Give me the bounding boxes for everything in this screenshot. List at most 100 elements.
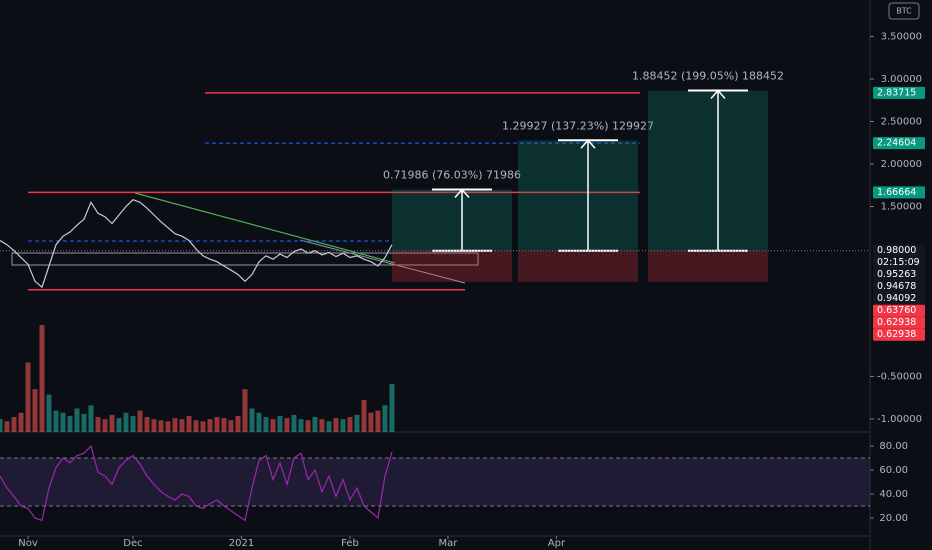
price-label: 2.24604 <box>877 138 916 149</box>
volume-bar <box>305 420 311 432</box>
arrow-head <box>454 188 470 199</box>
volume-bar <box>32 389 38 432</box>
arrow-head <box>580 139 596 149</box>
volume-bar <box>165 421 171 432</box>
volume-bar <box>354 414 360 432</box>
volume-bar <box>256 412 262 432</box>
volume-bar <box>95 417 101 432</box>
volume-bar <box>130 415 136 432</box>
volume-bar <box>151 419 157 432</box>
y-tick-label: 80.00 <box>879 441 908 452</box>
position-label: 1.88452 (199.05%) 188452 <box>632 70 784 83</box>
volume-bar <box>270 419 276 432</box>
price-label-box <box>873 256 925 269</box>
volume-bar <box>319 419 325 432</box>
price-label-box <box>873 328 925 341</box>
volume-bar <box>333 418 339 432</box>
price-label-box <box>873 244 925 257</box>
profit-zone <box>518 140 638 251</box>
volume-bar <box>368 412 374 432</box>
volume-bar <box>0 419 3 432</box>
volume-bar <box>18 412 24 432</box>
volume-bar <box>172 418 178 432</box>
range-box <box>11 252 479 266</box>
price-line <box>0 199 393 289</box>
volume-bar <box>242 389 248 432</box>
volume-bar <box>312 417 318 432</box>
volume-bar <box>228 420 234 432</box>
y-tick-label: 3.50000 <box>881 32 922 43</box>
x-tick-label: Dec <box>123 538 142 549</box>
volume-bar <box>46 394 52 432</box>
volume-bar <box>235 415 241 432</box>
trend-line <box>299 239 466 284</box>
rsi-band <box>0 458 870 506</box>
y-tick-label: 60.00 <box>879 465 908 476</box>
price-label-box <box>873 316 925 329</box>
position-label: 1.29927 (137.23%) 129927 <box>502 119 654 132</box>
volume-bar <box>347 417 353 432</box>
volume-bar <box>11 417 17 432</box>
volume-bar <box>375 410 381 432</box>
y-tick-label: 3.00000 <box>881 74 922 85</box>
symbol: BTC <box>896 7 912 16</box>
symbol-box <box>888 2 920 20</box>
volume-bar <box>53 410 59 432</box>
x-tick-label: 2021 <box>229 538 254 549</box>
price-label-box <box>873 280 925 293</box>
volume-bar <box>389 383 395 432</box>
volume-bar <box>102 419 108 432</box>
price-label: 0.63760 <box>877 305 916 316</box>
volume-bar <box>277 415 283 432</box>
volume-bar <box>200 421 206 432</box>
price-label: 02:15:09 <box>877 257 920 268</box>
price-label-box <box>873 86 925 99</box>
stop-zone <box>518 250 638 282</box>
y-tick-label: 2.50000 <box>881 117 922 128</box>
price-label: 0.95263 <box>877 269 916 280</box>
volume-bar <box>382 405 388 432</box>
volume-bar <box>221 418 227 432</box>
x-tick-label: Nov <box>18 538 38 549</box>
position-label: 0.71986 (76.03%) 71986 <box>383 169 521 182</box>
volume-bar <box>60 412 66 432</box>
volume-bar <box>263 417 269 432</box>
y-tick-label: 2.00000 <box>881 159 922 170</box>
x-tick-label: Feb <box>341 538 359 549</box>
volume-bar <box>109 414 115 432</box>
volume-bar <box>39 325 45 432</box>
stop-zone <box>648 250 768 282</box>
volume-bar <box>25 362 31 432</box>
volume-bar <box>74 408 80 432</box>
volume-bar <box>186 415 192 432</box>
price-label-box <box>873 292 925 305</box>
volume-bar <box>4 421 10 432</box>
price-label: 0.98000 <box>877 245 916 256</box>
profit-zone <box>648 90 768 251</box>
y-tick-label: -0.50000 <box>877 371 922 382</box>
volume-bar <box>123 412 129 432</box>
price-label: 1.66664 <box>877 187 916 198</box>
volume-bar <box>298 419 304 432</box>
y-tick-label: 40.00 <box>879 489 908 500</box>
x-tick-label: Mar <box>439 538 459 549</box>
price-label-box <box>873 304 925 317</box>
price-label-box <box>873 137 925 150</box>
arrow-head <box>710 89 726 100</box>
volume-bar <box>137 410 143 432</box>
volume-bar <box>284 418 290 432</box>
volume-bar <box>249 408 255 432</box>
volume-bar <box>81 413 87 432</box>
price-label-box <box>873 268 925 281</box>
volume-bar <box>326 421 332 432</box>
volume-bar <box>158 420 164 432</box>
price-label: 0.62938 <box>877 329 916 340</box>
x-tick-label: Apr <box>548 538 566 549</box>
profit-zone <box>392 189 512 251</box>
trend-line <box>134 192 396 264</box>
price-label: 2.83715 <box>877 87 916 98</box>
rsi-line <box>0 444 393 522</box>
volume-bar <box>361 399 367 432</box>
